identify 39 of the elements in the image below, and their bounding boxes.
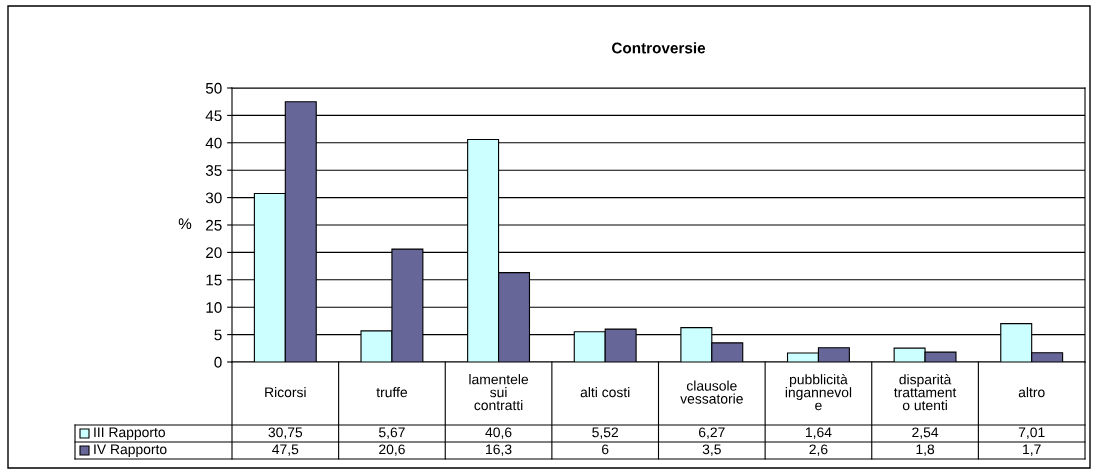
data-label: 3,5 [702, 444, 721, 456]
y-tick-label: 45 [205, 110, 222, 122]
data-label: 5,52 [592, 427, 619, 439]
y-tick-label: 50 [205, 82, 222, 94]
y-tick-label: 40 [205, 137, 222, 149]
x-tick-label: truffe [376, 387, 408, 398]
data-label: 47,5 [272, 444, 299, 456]
legend-label: IV Rapporto [94, 444, 167, 457]
data-label: 2,6 [809, 444, 828, 456]
y-tick-label: 0 [214, 356, 222, 368]
data-label: 6 [602, 444, 609, 455]
y-axis-title: % [178, 218, 192, 230]
y-tick-label: 15 [206, 274, 222, 286]
x-tick-label: alti costi [580, 387, 630, 398]
y-tick-label: 10 [206, 302, 222, 313]
x-tick-label: clausole vessatorie [680, 380, 743, 404]
data-label: 20,6 [379, 444, 405, 456]
data-label: 1,64 [805, 427, 832, 439]
data-label: 6,27 [699, 427, 725, 439]
legend-label: III Rapporto [94, 427, 165, 440]
data-label: 30,75 [268, 427, 303, 439]
y-tick-label: 25 [206, 219, 222, 231]
data-label: 5,67 [378, 427, 405, 439]
y-tick-label: 30 [205, 192, 222, 204]
x-tick-label: pubblicità ingannevole [785, 374, 852, 411]
data-label: 40,6 [485, 427, 512, 439]
x-tick-label: Ricorsi [265, 387, 306, 398]
x-tick-label: altro [1018, 387, 1045, 398]
y-tick-label: 20 [206, 247, 222, 259]
data-label: 16,3 [486, 444, 512, 456]
data-label: 1,8 [916, 444, 935, 456]
y-tick-label: 35 [205, 165, 222, 176]
chart-title: Controversie [612, 42, 706, 54]
y-tick-label: 5 [214, 329, 222, 341]
data-label: 7,01 [1018, 427, 1045, 439]
data-label: 1,7 [1023, 444, 1041, 456]
x-tick-label: disparità trattamento utenti [894, 374, 957, 411]
x-tick-label: lamentele sui contratti [469, 374, 529, 411]
data-label: 2,54 [912, 427, 939, 439]
